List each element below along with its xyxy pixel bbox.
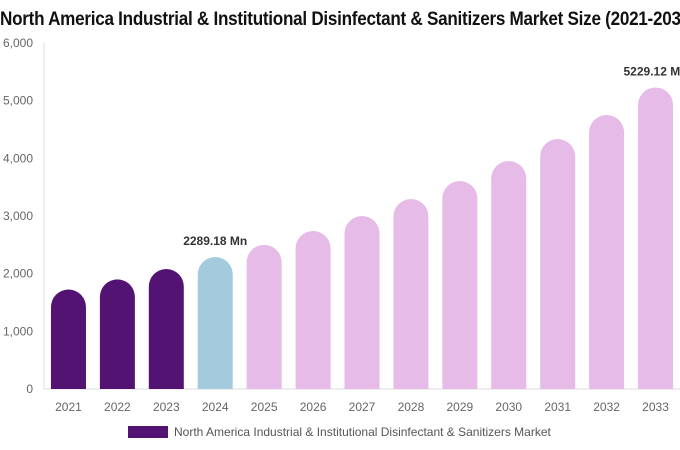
bar-2023 — [148, 269, 184, 389]
x-tick-label: 2032 — [593, 400, 620, 414]
x-tick-label: 2031 — [544, 400, 571, 414]
bar-2024 — [197, 256, 233, 389]
x-tick-label: 2025 — [251, 400, 278, 414]
y-tick-label: 4,000 — [3, 151, 33, 165]
bar-chart: 0 1,000 2,000 3,000 4,000 5,000 6,000 2021 2022 2… — [3, 36, 680, 414]
x-tick-label: 2029 — [446, 400, 473, 414]
y-tick-label: 5,000 — [3, 94, 33, 108]
bar-2030 — [491, 160, 527, 389]
legend-swatch — [128, 426, 168, 438]
bar-2025 — [246, 244, 282, 389]
legend: North America Industrial & Institutional… — [128, 425, 551, 439]
data-label: 2289.18 Mn — [183, 234, 247, 248]
bar-2022 — [99, 279, 135, 389]
x-tick-label: 2028 — [398, 400, 425, 414]
bar-2026 — [295, 230, 331, 389]
x-tick-label: 2030 — [495, 400, 522, 414]
x-tick-label: 2033 — [642, 400, 669, 414]
x-tick-label: 2023 — [153, 400, 180, 414]
y-tick-label: 0 — [26, 382, 33, 396]
x-tick-label: 2021 — [55, 400, 82, 414]
bar-2031 — [540, 139, 576, 389]
bar-2021 — [50, 289, 86, 389]
y-tick-label: 3,000 — [3, 209, 33, 223]
data-label: 5229.12 Mn — [624, 64, 680, 78]
y-tick-label: 6,000 — [3, 36, 33, 50]
x-tick-label: 2027 — [349, 400, 376, 414]
x-tick-label: 2026 — [300, 400, 327, 414]
bar-2033 — [638, 87, 674, 390]
bar-2027 — [344, 216, 380, 389]
x-tick-label: 2022 — [104, 400, 131, 414]
legend-label: North America Industrial & Institutional… — [174, 425, 551, 439]
bar-2032 — [589, 115, 625, 389]
chart-title: North America Industrial & Institutional… — [0, 9, 680, 30]
bar-2028 — [393, 198, 429, 389]
bar-2029 — [442, 180, 478, 389]
y-tick-label: 2,000 — [3, 267, 33, 281]
x-tick-label: 2024 — [202, 400, 229, 414]
y-tick-label: 1,000 — [3, 324, 33, 338]
